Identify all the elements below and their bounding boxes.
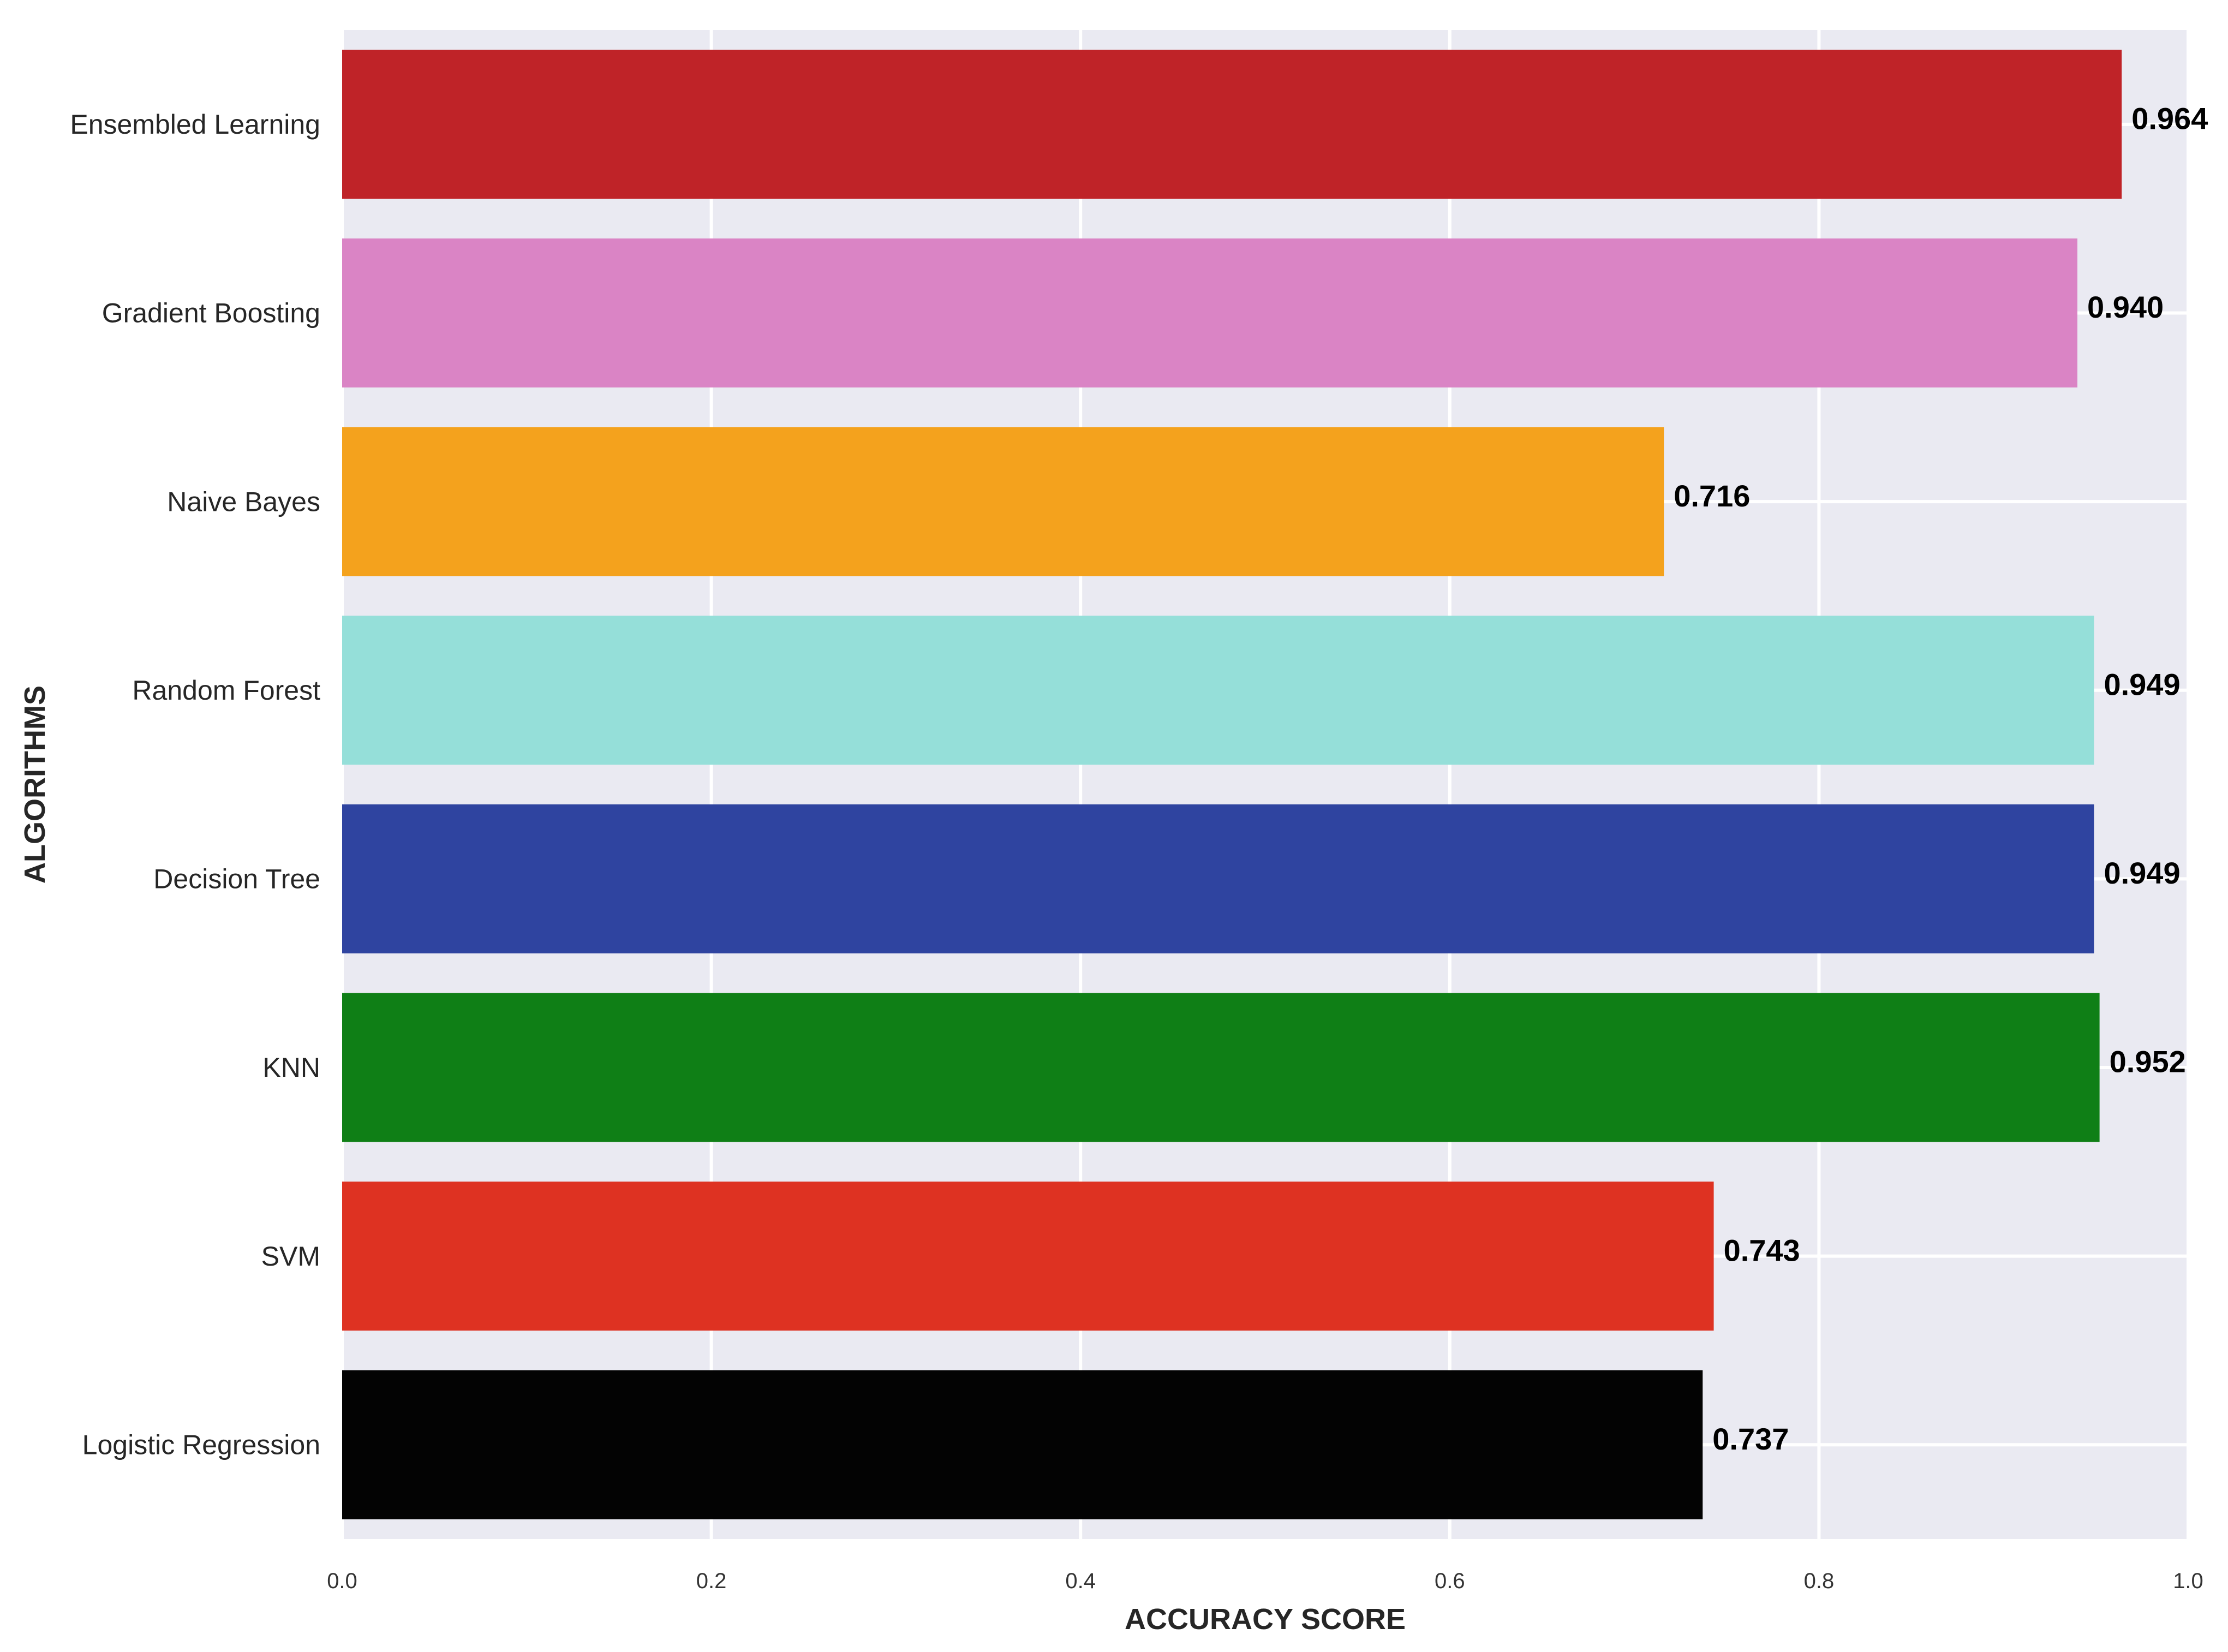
bar xyxy=(342,427,1664,576)
bar-value-label: 0.952 xyxy=(2110,1045,2186,1079)
x-tick-labels: 0.0 0.2 0.4 0.6 0.8 1.0 xyxy=(327,1569,2203,1593)
bar-value-label: 0.743 xyxy=(1724,1233,1800,1267)
category-label: Ensembled Learning xyxy=(70,109,320,140)
category-label: Naive Bayes xyxy=(167,486,320,517)
x-tick-label: 0.4 xyxy=(1065,1569,1096,1593)
category-label: Gradient Boosting xyxy=(102,298,320,329)
x-tick-label: 0.8 xyxy=(1804,1569,1835,1593)
x-tick-label: 0.2 xyxy=(696,1569,727,1593)
value-labels: 0.964 0.940 0.716 0.949 0.949 0.952 0.743 0.737 xyxy=(1674,102,2208,1456)
bars xyxy=(342,50,2122,1519)
bar-value-label: 0.940 xyxy=(2087,290,2164,324)
bar-value-label: 0.716 xyxy=(1674,479,1750,513)
category-label: Random Forest xyxy=(132,675,320,706)
category-label: SVM xyxy=(261,1241,320,1272)
bar xyxy=(342,1182,1714,1331)
bar xyxy=(342,993,2100,1142)
bar-value-label: 0.949 xyxy=(2104,667,2180,701)
x-tick-label: 1.0 xyxy=(2173,1569,2203,1593)
bar xyxy=(342,804,2094,953)
x-tick-label: 0.0 xyxy=(327,1569,357,1593)
bar-value-label: 0.737 xyxy=(1712,1422,1789,1456)
x-axis-title: ACCURACY SCORE xyxy=(1125,1603,1406,1636)
bar xyxy=(342,238,2078,387)
bar-value-label: 0.964 xyxy=(2131,102,2208,136)
category-label: KNN xyxy=(262,1052,320,1083)
category-label: Logistic Regression xyxy=(82,1429,320,1460)
bar xyxy=(342,50,2122,199)
bar-value-label: 0.949 xyxy=(2104,856,2180,890)
y-axis-title: ALGORITHMS xyxy=(19,685,51,884)
bar xyxy=(342,616,2094,765)
category-labels: Ensembled Learning Gradient Boosting Naive… xyxy=(70,109,320,1460)
category-label: Decision Tree xyxy=(153,864,320,894)
x-tick-label: 0.6 xyxy=(1435,1569,1465,1593)
bar xyxy=(342,1370,1703,1519)
